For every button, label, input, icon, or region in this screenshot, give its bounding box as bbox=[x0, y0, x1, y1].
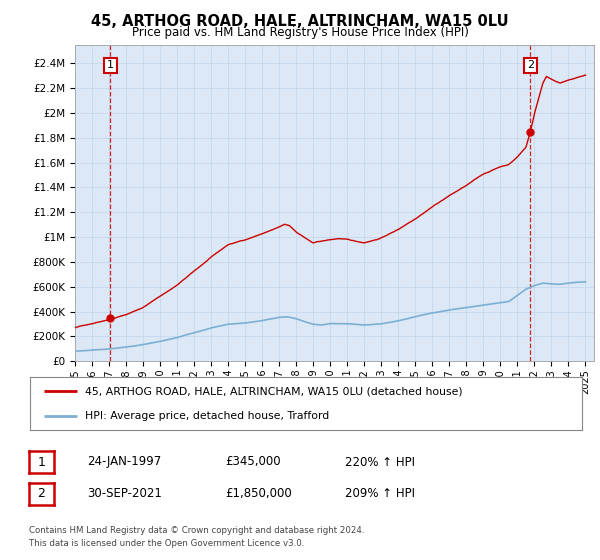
Text: Contains HM Land Registry data © Crown copyright and database right 2024.: Contains HM Land Registry data © Crown c… bbox=[29, 526, 364, 535]
Text: 209% ↑ HPI: 209% ↑ HPI bbox=[345, 487, 415, 501]
Text: 1: 1 bbox=[107, 60, 114, 71]
Text: 24-JAN-1997: 24-JAN-1997 bbox=[87, 455, 161, 469]
Text: £1,850,000: £1,850,000 bbox=[225, 487, 292, 501]
Text: 45, ARTHOG ROAD, HALE, ALTRINCHAM, WA15 0LU (detached house): 45, ARTHOG ROAD, HALE, ALTRINCHAM, WA15 … bbox=[85, 386, 463, 396]
Text: Price paid vs. HM Land Registry's House Price Index (HPI): Price paid vs. HM Land Registry's House … bbox=[131, 26, 469, 39]
Text: 2: 2 bbox=[37, 487, 46, 501]
Text: £345,000: £345,000 bbox=[225, 455, 281, 469]
Text: HPI: Average price, detached house, Trafford: HPI: Average price, detached house, Traf… bbox=[85, 410, 329, 421]
Text: 30-SEP-2021: 30-SEP-2021 bbox=[87, 487, 162, 501]
Text: This data is licensed under the Open Government Licence v3.0.: This data is licensed under the Open Gov… bbox=[29, 539, 304, 548]
Text: 45, ARTHOG ROAD, HALE, ALTRINCHAM, WA15 0LU: 45, ARTHOG ROAD, HALE, ALTRINCHAM, WA15 … bbox=[91, 14, 509, 29]
Text: 2: 2 bbox=[527, 60, 534, 71]
Text: 220% ↑ HPI: 220% ↑ HPI bbox=[345, 455, 415, 469]
Text: 1: 1 bbox=[37, 455, 46, 469]
